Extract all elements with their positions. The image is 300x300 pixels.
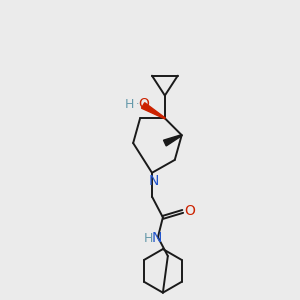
Text: H: H [124, 98, 134, 111]
Text: ·: · [135, 99, 139, 110]
Polygon shape [164, 135, 182, 146]
Text: N: N [152, 231, 162, 245]
Text: O: O [184, 204, 195, 218]
Text: H: H [143, 232, 153, 245]
Text: N: N [149, 174, 159, 188]
Polygon shape [142, 103, 165, 119]
Text: O: O [139, 98, 149, 111]
